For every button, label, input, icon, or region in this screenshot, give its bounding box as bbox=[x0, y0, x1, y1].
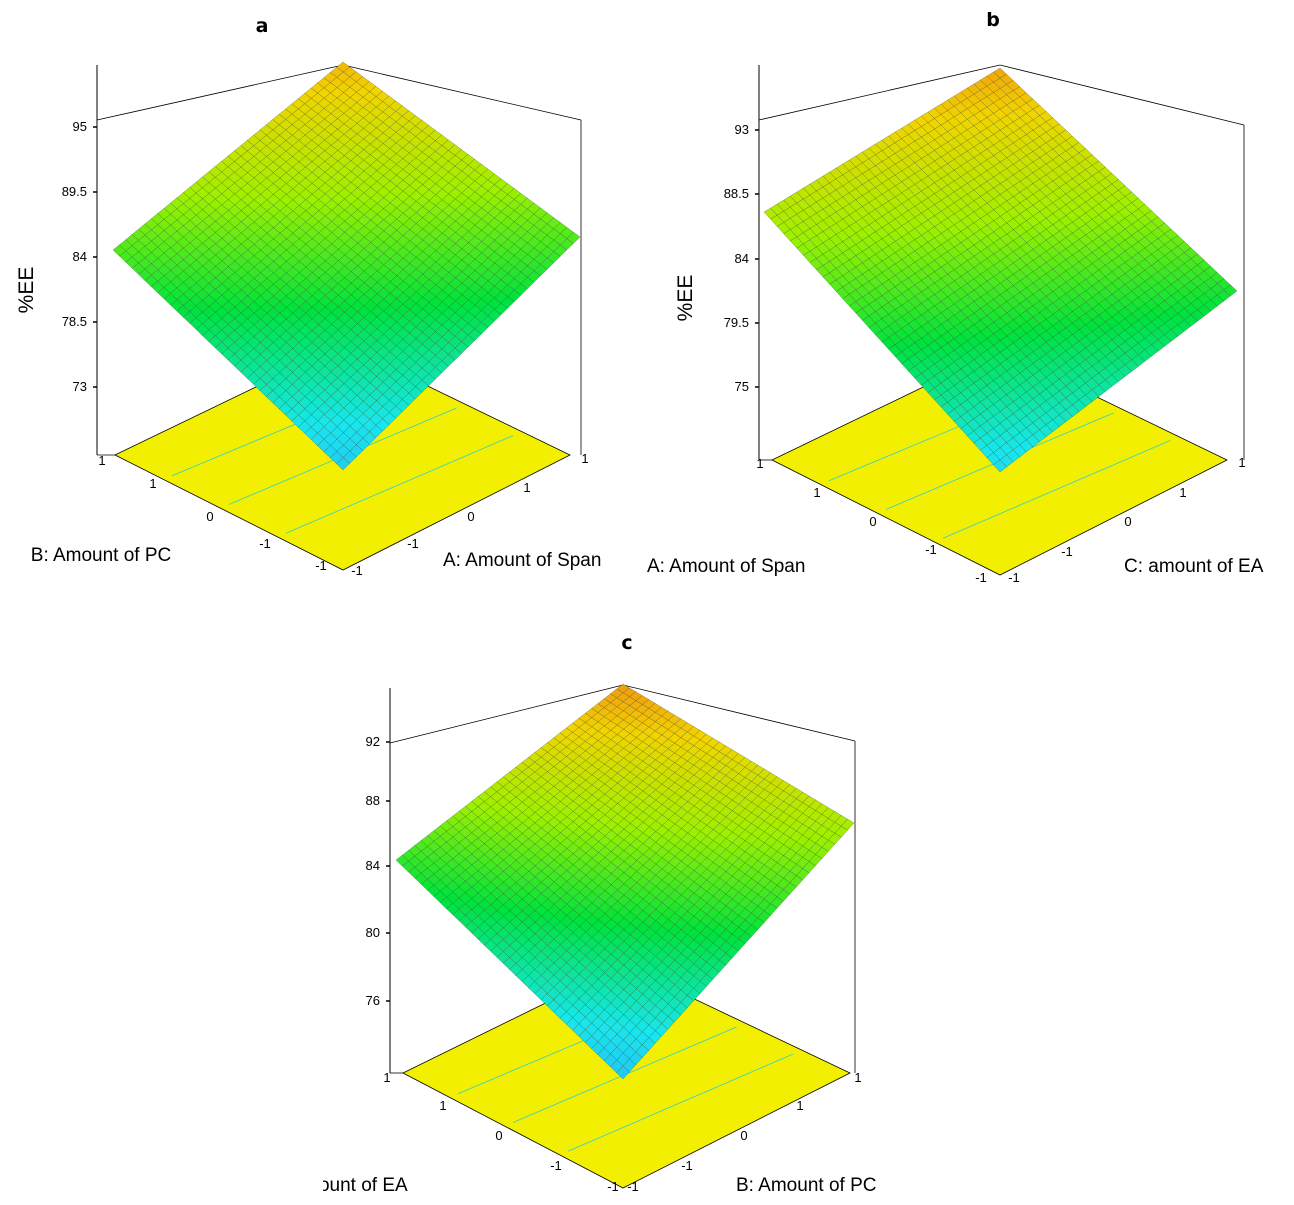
panel-b-left-tick-label: 1 bbox=[756, 456, 763, 471]
panel-c-right-tick-label: -1 bbox=[681, 1158, 693, 1173]
panel-b-right-tick-label: 0 bbox=[1124, 514, 1131, 529]
panel-c-right-tick-label: 1 bbox=[854, 1070, 861, 1085]
panel-a-right-tick-label: 0 bbox=[467, 509, 474, 524]
panel-c-back-frame-right bbox=[622, 684, 856, 742]
panel-a-right-tick-label: 1 bbox=[581, 451, 588, 466]
surface-plot-a-svg: a 95 89.5 84 78.5 73 %EE 1 1 0 -1 -1 1 1 0 -1 -1 B: Amoun… bbox=[15, 15, 601, 578]
panel-a-back-frame-left bbox=[96, 64, 344, 121]
panel-c-z-tick-label: 88 bbox=[366, 793, 380, 808]
panel-b-left-tick-label: 0 bbox=[869, 514, 876, 529]
panel-b-surface-cell bbox=[993, 459, 1007, 473]
panel-c-z-tick-label: 80 bbox=[366, 925, 380, 940]
panel-a-z-tick-label: 84 bbox=[73, 249, 87, 264]
panel-c-label: c bbox=[621, 632, 632, 654]
panel-b-label: b bbox=[986, 9, 1000, 31]
panel-c-left-axis-label: C: amount of EA bbox=[323, 1175, 408, 1196]
panel-b-right-tick-label: -1 bbox=[1061, 544, 1073, 559]
panel-a-right-tick-label: 1 bbox=[523, 480, 530, 495]
panel-b-right-tick-label: 1 bbox=[1238, 455, 1245, 470]
panel-a-label: a bbox=[256, 15, 269, 37]
panel-b-z-tick-label: 75 bbox=[735, 379, 749, 394]
panel-c-surface bbox=[395, 683, 855, 1080]
panel-a-right-tick-label: -1 bbox=[407, 536, 419, 551]
panel-b-left-tick-label: -1 bbox=[925, 542, 937, 557]
panel-c-right-tick-label: 1 bbox=[796, 1098, 803, 1113]
panel-b-z-tick-label: 84 bbox=[735, 251, 749, 266]
panel-a-right-axis-label: A: Amount of Span bbox=[443, 550, 601, 571]
panel-a-surface-cell bbox=[336, 457, 350, 471]
panel-a-left-axis-label: B: Amount of PC bbox=[31, 545, 171, 566]
panel-c-left-tick-label: 1 bbox=[383, 1070, 390, 1085]
panel-c-back-frame-left bbox=[389, 684, 624, 744]
panel-a-z-axis-label: %EE bbox=[15, 267, 38, 314]
panel-c-left-tick-label: -1 bbox=[607, 1179, 619, 1194]
panel-b-z-tick-label: 79.5 bbox=[724, 315, 749, 330]
panel-b-back-frame-right bbox=[999, 64, 1245, 126]
panel-b-left-tick-label: 1 bbox=[813, 485, 820, 500]
panel-a-z-tick-label: 89.5 bbox=[62, 184, 87, 199]
panel-a-left-tick-label: -1 bbox=[259, 536, 271, 551]
panel-b-right-tick-label: 1 bbox=[1179, 485, 1186, 500]
surface-plot-b-svg: b 93 88.5 84 79.5 75 %EE 1 1 0 -1 -1 1 1 0 -1 -1 A: Amoun… bbox=[647, 9, 1264, 585]
surface-plot-b: b 93 88.5 84 79.5 75 %EE 1 1 0 -1 -1 1 1 0 -1 -1 A: Amoun… bbox=[647, 0, 1294, 600]
panel-b-back-frame-left bbox=[758, 64, 1001, 121]
panel-a-surface bbox=[112, 61, 581, 471]
panel-a-left-tick-label: 0 bbox=[206, 509, 213, 524]
panel-c-right-axis-label: B: Amount of PC bbox=[736, 1175, 876, 1196]
panel-b-right-axis-label: C: amount of EA bbox=[1124, 556, 1264, 577]
panel-c-z-tick-label: 76 bbox=[366, 993, 380, 1008]
panel-c-surface-cell bbox=[616, 1065, 630, 1080]
panel-b-left-axis-label: A: Amount of Span bbox=[647, 556, 805, 577]
panel-a-left-tick-label: 1 bbox=[149, 476, 156, 491]
panel-c-right-tick-label: 0 bbox=[740, 1128, 747, 1143]
panel-c-floor-contour bbox=[567, 1053, 794, 1152]
panel-b-z-axis-label: %EE bbox=[674, 275, 697, 322]
panel-c-left-tick-label: 0 bbox=[495, 1128, 502, 1143]
panel-b-z-tick-label: 93 bbox=[735, 122, 749, 137]
panel-b-floor-contour bbox=[942, 440, 1171, 539]
panel-a-z-tick-label: 95 bbox=[73, 119, 87, 134]
panel-a-z-tick-label: 73 bbox=[73, 379, 87, 394]
panel-c-left-tick-label: -1 bbox=[550, 1158, 562, 1173]
panel-b-right-tick-label: -1 bbox=[1008, 570, 1020, 585]
panel-a-right-tick-label: -1 bbox=[351, 563, 363, 578]
panel-a-back-frame-right bbox=[342, 64, 582, 121]
panel-a-floor-contour bbox=[285, 435, 514, 534]
panel-a-left-tick-label: 1 bbox=[98, 453, 105, 468]
panel-b-z-tick-label: 88.5 bbox=[724, 186, 749, 201]
panel-b-left-tick-label: -1 bbox=[975, 570, 987, 585]
panel-c-left-tick-label: 1 bbox=[439, 1098, 446, 1113]
panel-b-surface bbox=[763, 67, 1238, 473]
panel-c-z-tick-label: 92 bbox=[366, 734, 380, 749]
panel-c-z-tick-label: 84 bbox=[366, 858, 380, 873]
panel-a-left-tick-label: -1 bbox=[315, 558, 327, 573]
panel-c-right-tick-label: -1 bbox=[627, 1179, 639, 1194]
surface-plot-a: a 95 89.5 84 78.5 73 %EE 1 1 0 -1 -1 1 1 0 -1 -1 B: Amoun… bbox=[0, 0, 647, 600]
panel-a-z-tick-label: 78.5 bbox=[62, 314, 87, 329]
